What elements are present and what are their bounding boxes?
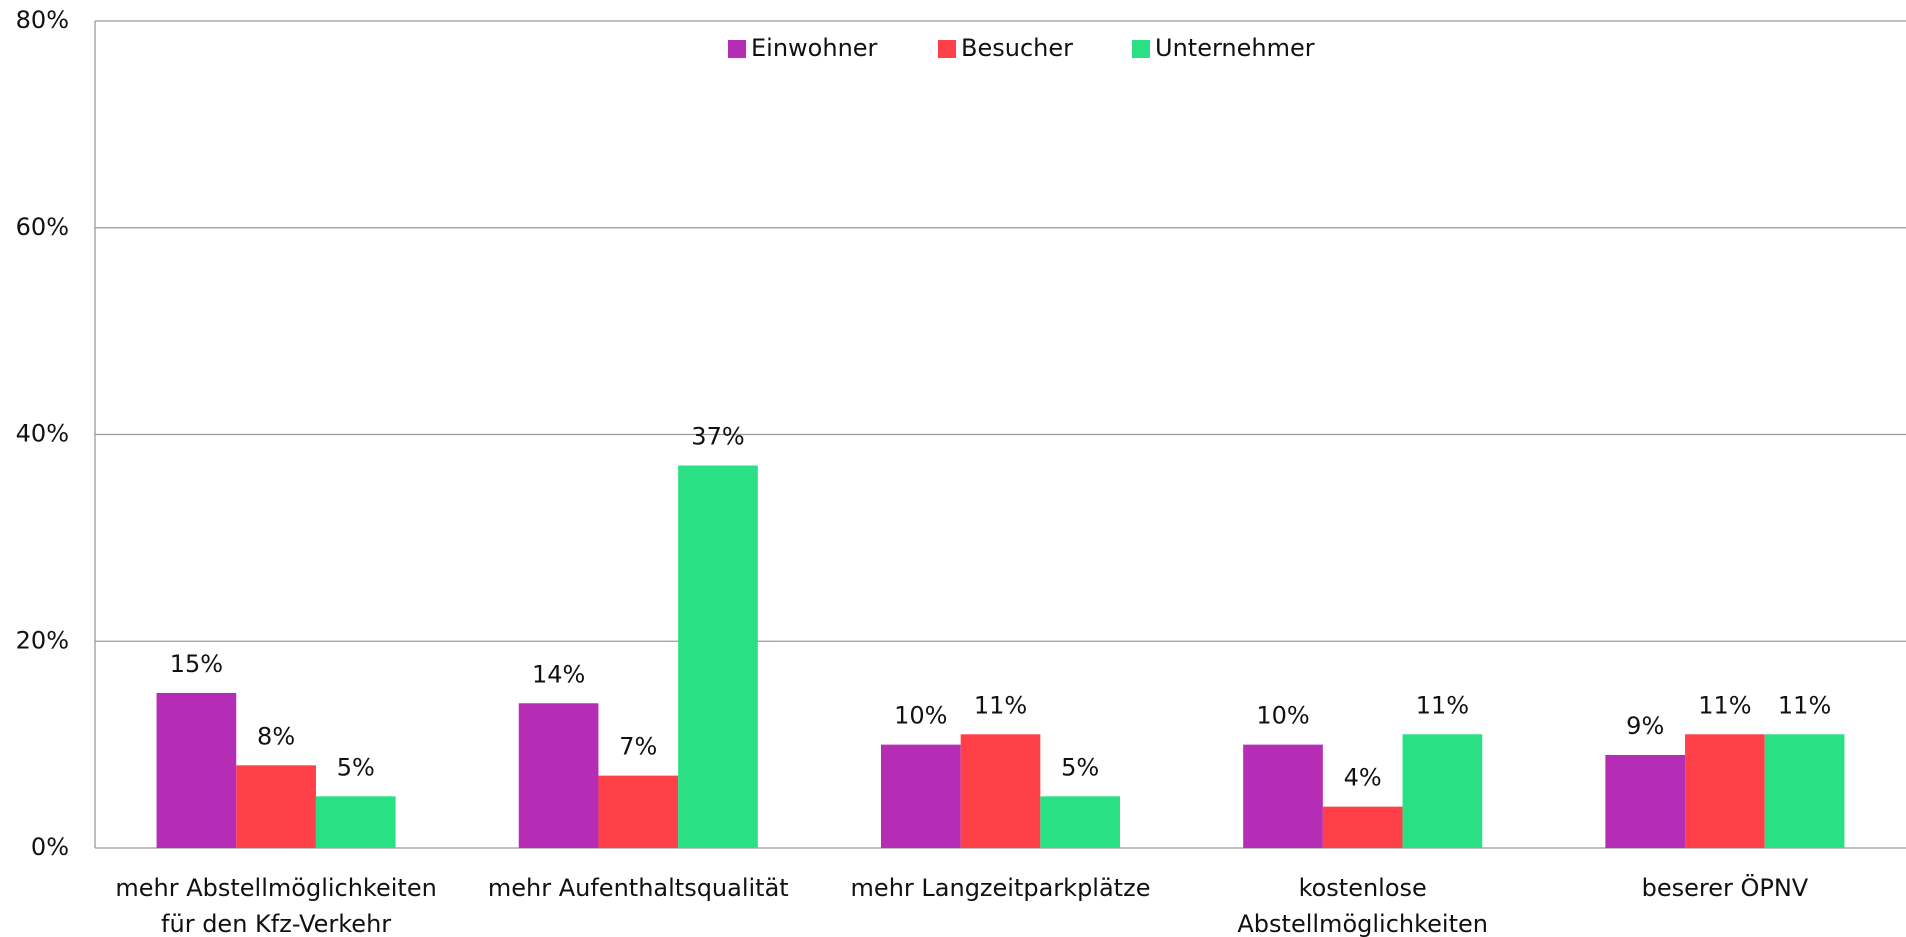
y-tick-label: 40% xyxy=(16,420,69,448)
y-tick-label: 80% xyxy=(16,6,69,34)
bar xyxy=(236,765,316,848)
data-label: 9% xyxy=(1626,712,1664,740)
data-label: 37% xyxy=(691,423,744,451)
bar xyxy=(678,465,758,848)
data-label: 5% xyxy=(1061,753,1099,781)
bar xyxy=(960,734,1041,848)
data-label: 5% xyxy=(337,753,375,781)
data-label: 15% xyxy=(170,650,223,678)
data-label: 11% xyxy=(1778,691,1831,719)
bar xyxy=(315,796,396,848)
bar xyxy=(1402,734,1483,848)
bar xyxy=(1685,734,1765,848)
bar xyxy=(1322,806,1403,848)
bar xyxy=(598,775,679,848)
data-label: 10% xyxy=(894,702,947,730)
legend-swatch xyxy=(1132,40,1150,58)
data-label: 11% xyxy=(1698,691,1751,719)
bar xyxy=(1243,744,1323,848)
bar xyxy=(1605,754,1686,848)
bar xyxy=(880,744,961,848)
legend-label: Einwohner xyxy=(751,34,878,62)
legend-label: Unternehmer xyxy=(1155,34,1315,62)
data-label: 11% xyxy=(974,691,1027,719)
x-tick-label: mehr Aufenthaltsqualität xyxy=(487,874,789,902)
bar xyxy=(1040,796,1121,848)
x-tick-label: mehr Langzeitparkplätze xyxy=(850,874,1151,902)
x-tick-label: beserer ÖPNV xyxy=(1641,874,1809,902)
legend-swatch xyxy=(938,40,956,58)
bar xyxy=(1764,734,1845,848)
data-label: 11% xyxy=(1416,691,1469,719)
bar xyxy=(156,692,237,848)
data-label: 10% xyxy=(1256,702,1309,730)
y-tick-label: 60% xyxy=(16,213,69,241)
data-label: 4% xyxy=(1344,764,1382,792)
legend-swatch xyxy=(728,40,746,58)
y-tick-label: 20% xyxy=(16,626,69,654)
x-tick-label: kostenlose Abstellmöglichkeiten xyxy=(1237,874,1488,937)
legend-label: Besucher xyxy=(961,34,1073,62)
data-label: 7% xyxy=(619,733,657,761)
x-tick-label: mehr Abstellmöglichkeiten für den Kfz-Ve… xyxy=(115,874,437,937)
data-label: 14% xyxy=(532,660,585,688)
y-tick-label: 0% xyxy=(31,833,69,861)
bar xyxy=(518,703,599,848)
data-label: 8% xyxy=(257,722,295,750)
